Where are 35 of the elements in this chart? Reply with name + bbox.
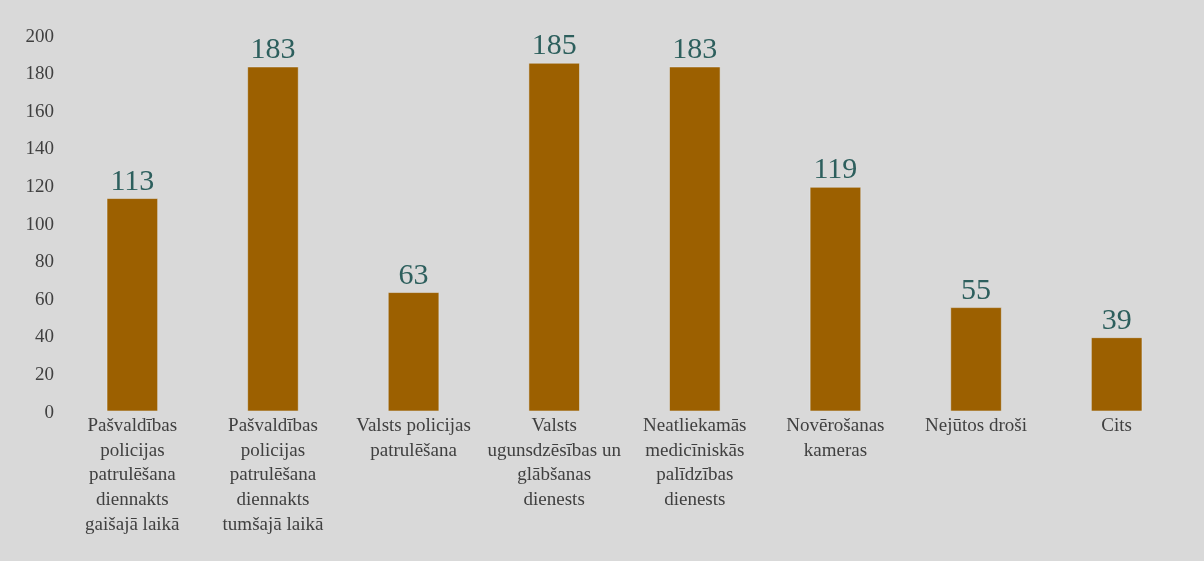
bar	[1091, 337, 1143, 411]
y-tick-label: 160	[25, 99, 54, 121]
data-label: 55	[961, 271, 992, 305]
x-tick-label: Valsts policijas patrulēšana	[356, 414, 471, 460]
y-tick-label: 140	[25, 137, 54, 159]
x-tick-label: Nejūtos droši	[925, 414, 1027, 435]
data-label: 183	[250, 30, 296, 64]
data-label: 113	[110, 162, 155, 196]
x-tick-label: Valsts ugunsdzēsības un glābšanas dienests	[487, 414, 622, 510]
y-tick-label: 100	[25, 212, 54, 234]
y-tick-label: 40	[35, 325, 54, 347]
x-tick-label: Pašvaldības policijas patrulēšana diennakts tumšajā laikā	[222, 414, 324, 534]
y-tick-label: 20	[35, 363, 54, 385]
data-label: 185	[531, 27, 577, 61]
bar	[669, 66, 721, 411]
bar	[247, 66, 299, 411]
data-label: 183	[672, 30, 718, 64]
bar	[950, 307, 1002, 411]
y-tick-label: 80	[35, 250, 54, 272]
bar	[388, 292, 440, 411]
y-tick-label: 180	[25, 62, 54, 84]
y-tick-label: 120	[25, 175, 54, 197]
x-tick-label: Cits	[1101, 414, 1132, 435]
bar	[106, 198, 158, 411]
data-label: 39	[1101, 301, 1132, 335]
y-tick-label: 200	[25, 24, 54, 46]
x-tick-label: Neatliekamās medicīniskās palīdzības dienests	[643, 414, 747, 510]
bar	[528, 62, 580, 411]
bar	[809, 187, 861, 411]
data-label: 119	[813, 151, 858, 185]
y-tick-label: 0	[44, 400, 54, 422]
data-label: 63	[398, 256, 429, 290]
y-tick-label: 60	[35, 287, 54, 309]
x-tick-label: Pašvaldības policijas patrulēšana diennakts gaišajā laikā	[85, 414, 181, 534]
x-tick-label: Novērošanas kameras	[786, 414, 885, 460]
